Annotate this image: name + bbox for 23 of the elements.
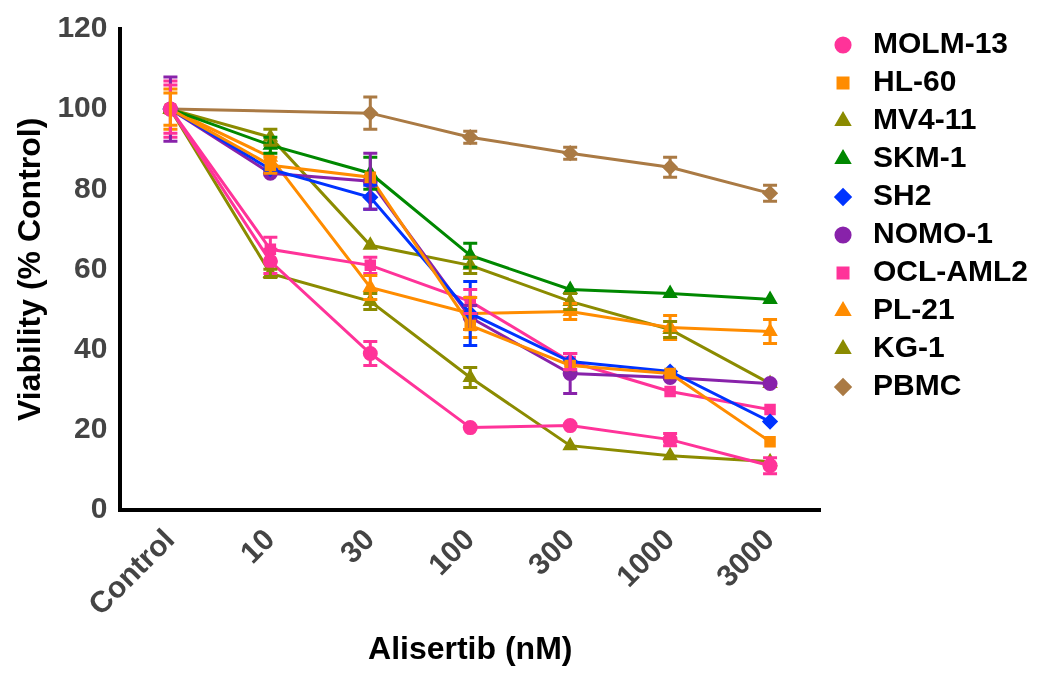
legend-label: OCL-AML2 (873, 254, 1028, 288)
legend-label: MV4-11 (873, 102, 977, 136)
legend-label: MOLM-13 (873, 26, 1009, 60)
legend-label: PL-21 (873, 292, 955, 326)
x-tick-label: 10 (233, 522, 281, 570)
legend-label: KG-1 (873, 330, 945, 364)
y-tick-label: 20 (74, 410, 108, 444)
x-tick-label: 30 (333, 522, 381, 570)
legend-label: SH2 (873, 178, 932, 212)
x-axis-title: Alisertib (nM) (368, 629, 573, 666)
legend-label: PBMC (873, 368, 962, 402)
y-axis-title: Viability (% Control) (11, 117, 48, 422)
y-tick-label: 120 (57, 10, 108, 44)
y-tick-label: 40 (74, 330, 108, 364)
legend-label: HL-60 (873, 64, 957, 98)
y-tick-label: 0 (90, 491, 108, 524)
x-tick-label: 100 (421, 522, 481, 581)
legend-label: NOMO-1 (873, 216, 994, 250)
y-tick-label: 80 (74, 170, 108, 204)
x-tick-label: 300 (521, 522, 581, 581)
y-tick-label: 60 (74, 250, 108, 284)
y-tick-label: 100 (57, 90, 108, 124)
legend-label: SKM-1 (873, 140, 967, 174)
